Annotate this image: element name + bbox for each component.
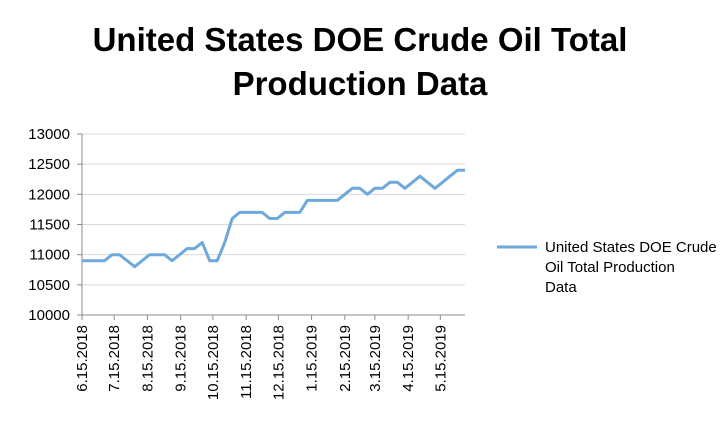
x-tick-label: 8.15.2018 bbox=[139, 325, 156, 392]
legend-label-line: Data bbox=[545, 279, 577, 296]
gridlines bbox=[82, 133, 465, 286]
chart-title-line-2: Production Data bbox=[232, 65, 488, 102]
series-lines bbox=[82, 168, 465, 269]
x-tick-labels: 6.15.2018 7.15.2018 8.15.2018 9.15.2018 10.1… bbox=[74, 325, 449, 400]
chart-title: United States DOE Crude Oil Total Produc… bbox=[0, 18, 720, 106]
x-tick-label: 3.15.2019 bbox=[367, 325, 384, 392]
y-tick-label: 13000 bbox=[28, 126, 70, 143]
axes bbox=[77, 133, 465, 320]
x-tick-label: 11.15.2018 bbox=[238, 325, 255, 399]
x-tick-label: 9.15.2018 bbox=[173, 325, 190, 392]
y-tick-label: 12500 bbox=[28, 156, 70, 173]
y-tick-label: 11500 bbox=[29, 217, 70, 234]
x-tick-label: 12.15.2018 bbox=[270, 325, 287, 400]
x-tick-label: 5.15.2019 bbox=[432, 325, 449, 392]
x-tick-label: 4.15.2019 bbox=[400, 325, 417, 392]
y-tick-label: 10000 bbox=[28, 307, 70, 324]
y-tick-label: 10500 bbox=[28, 277, 70, 294]
x-tick-label: 7.15.2018 bbox=[106, 325, 123, 392]
y-tick-labels: 10000 10500 11000 11500 12000 12500 13000 bbox=[28, 126, 70, 324]
series-line bbox=[82, 168, 465, 269]
legend: United States DOE Crude Oil Total Product… bbox=[497, 239, 717, 296]
legend-label-line: Oil Total Production bbox=[545, 259, 675, 276]
legend-label-line: United States DOE Crude bbox=[545, 239, 717, 256]
y-tick-label: 12000 bbox=[28, 186, 70, 203]
x-tick-label: 10.15.2018 bbox=[205, 325, 222, 400]
y-tick-label: 11000 bbox=[29, 247, 70, 264]
chart-title-line-1: United States DOE Crude Oil Total bbox=[92, 21, 628, 58]
x-tick-label: 2.15.2019 bbox=[337, 325, 354, 392]
x-tick-label: 1.15.2019 bbox=[304, 325, 321, 392]
x-tick-label: 6.15.2018 bbox=[74, 325, 91, 392]
legend-label: United States DOE Crude Oil Total Product… bbox=[545, 239, 717, 296]
